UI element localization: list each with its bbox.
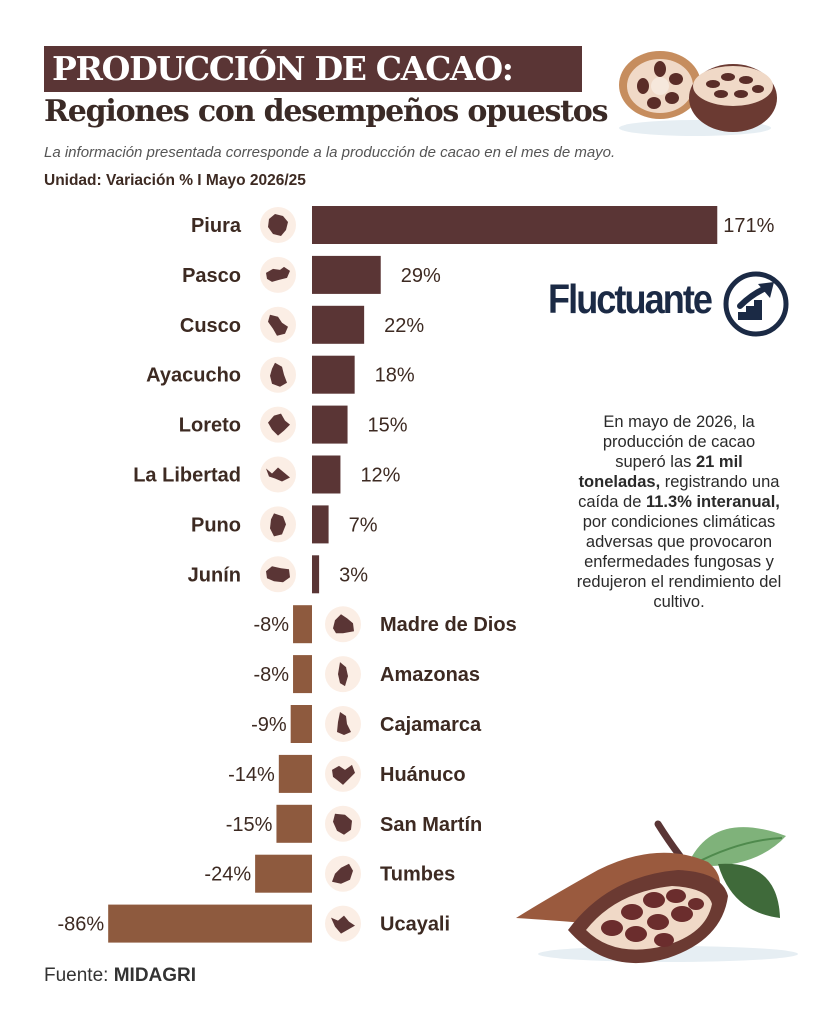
region-map-icon	[270, 513, 286, 537]
cocoa-pod-top-icon	[619, 51, 777, 136]
region-map-icon	[266, 467, 290, 482]
value-label: -15%	[226, 814, 273, 836]
value-label: 12%	[360, 465, 400, 487]
bar-7	[312, 505, 329, 544]
category-label: Junín	[188, 564, 241, 586]
bar-5	[312, 405, 348, 444]
category-label: Huánuco	[380, 764, 466, 786]
category-label: San Martín	[380, 814, 482, 836]
value-label: -86%	[57, 914, 104, 936]
region-map-icon	[268, 214, 288, 236]
category-label: Madre de Dios	[380, 614, 517, 636]
title-banner	[44, 46, 582, 92]
value-label: -8%	[253, 664, 289, 686]
category-label: Puno	[191, 514, 241, 536]
bar-4	[312, 355, 355, 394]
value-label: -9%	[251, 714, 287, 736]
region-map-icon	[266, 266, 290, 282]
bar-12	[278, 754, 312, 793]
region-map-icon	[270, 362, 287, 387]
region-map-icon	[332, 764, 355, 785]
regional-bar-chart: Piura 171% Pasco 29% Cusco 22% Ayacucho 18% Lore…	[57, 206, 775, 943]
bar-9	[293, 605, 312, 644]
region-map-icon	[333, 813, 352, 835]
bar-3	[312, 305, 365, 344]
region-map-icon	[338, 662, 348, 687]
bar-10	[293, 655, 312, 694]
bar-6	[312, 455, 341, 494]
value-label: 18%	[375, 365, 415, 387]
chart-note: La información presentada corresponde a …	[44, 144, 616, 161]
region-map-icon	[331, 915, 355, 934]
bar-2	[312, 255, 381, 294]
value-label: -24%	[204, 864, 251, 886]
bar-14	[255, 854, 312, 893]
value-label: 15%	[368, 415, 408, 437]
cocoa-pod-bottom-icon	[516, 820, 798, 964]
value-label: -8%	[253, 614, 289, 636]
value-label: 171%	[723, 215, 774, 237]
region-map-icon	[332, 863, 353, 884]
chart-unit: Unidad: Variación % I Mayo 2026/25	[44, 172, 306, 189]
brand-name: Fluctuante	[548, 276, 713, 322]
page-title: PRODUCCIÓN DE CACAO:	[52, 49, 514, 88]
summary-text: En mayo de 2026, la producción de cacao …	[576, 413, 782, 611]
region-map-icon	[268, 413, 290, 436]
value-label: 3%	[339, 564, 368, 586]
bar-1	[312, 206, 718, 244]
bar-11	[290, 705, 312, 743]
value-label: 29%	[401, 265, 441, 287]
category-label: Pasco	[182, 265, 241, 287]
category-label: La Libertad	[133, 465, 241, 487]
category-label: Tumbes	[380, 864, 455, 886]
value-label: 7%	[349, 514, 378, 536]
bar-13	[276, 804, 312, 843]
category-label: Piura	[191, 215, 242, 237]
value-label: -14%	[228, 764, 275, 786]
source-text: Fuente: MIDAGRI	[44, 965, 197, 986]
category-label: Cusco	[180, 315, 241, 337]
region-map-icon	[337, 712, 351, 735]
rising-chart-arrow-icon	[723, 271, 789, 337]
bar-8	[312, 555, 320, 594]
category-label: Cajamarca	[380, 714, 482, 736]
value-label: 22%	[384, 315, 424, 337]
region-map-icon	[333, 614, 354, 634]
category-label: Loreto	[179, 415, 241, 437]
bar-15	[108, 904, 313, 943]
category-label: Amazonas	[380, 664, 480, 686]
category-label: Ucayali	[380, 914, 450, 936]
category-label: Ayacucho	[146, 365, 241, 387]
region-map-icon	[266, 566, 290, 583]
page-subtitle: Regiones con desempeños opuestos	[44, 94, 609, 129]
region-map-icon	[268, 314, 288, 336]
